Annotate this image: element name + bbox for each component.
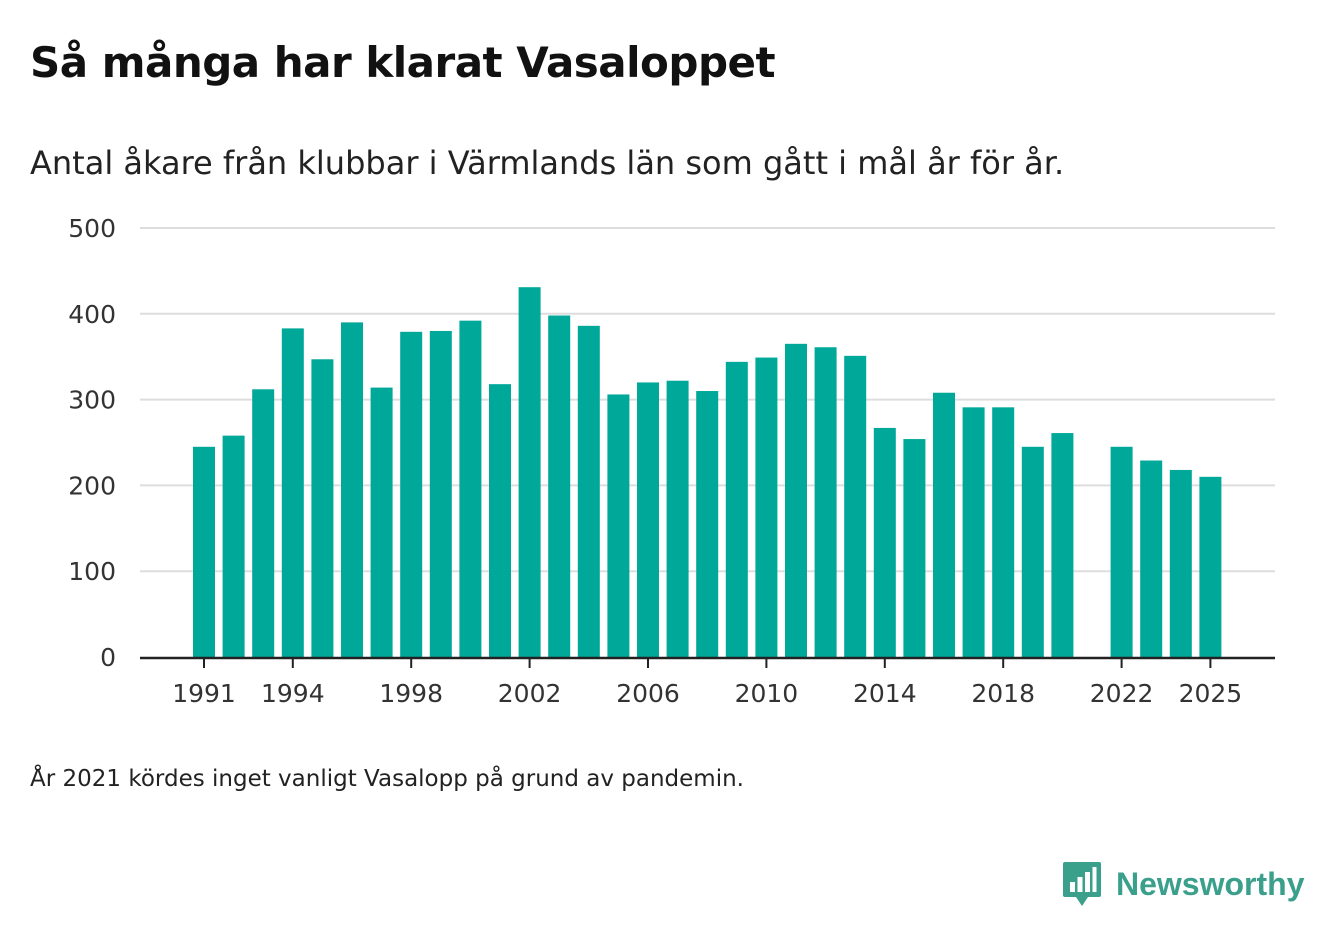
y-tick-label-300: 300 [68,386,116,415]
footnote: År 2021 kördes inget vanligt Vasalopp på… [30,766,744,792]
bar-2004 [577,325,600,657]
y-tick-label-100: 100 [68,557,116,586]
bar-2016 [933,392,955,657]
bars [193,287,1222,657]
brand-logo[interactable]: Newsworthy [1062,860,1304,908]
bar-1994 [281,328,304,657]
y-tick-label-500: 500 [68,214,116,243]
bar-chart: 0 100 200 300 400 500 1991 1994 1998 2002 2006 2010… [68,214,1275,708]
bar-2005 [607,394,630,657]
bar-2019 [1021,446,1044,657]
bar-2025 [1199,476,1222,657]
bar-1991 [193,446,215,657]
bar-chart-speech-bubble-icon [1063,862,1101,906]
bar-2000 [459,320,482,657]
bar-2006 [637,382,659,657]
x-tick-label-2025: 2025 [1179,679,1243,708]
x-tick-label-2022: 2022 [1090,679,1154,708]
bar-2011 [785,343,807,657]
bar-1997 [370,387,393,657]
x-tick-label-1991: 1991 [172,679,236,708]
bar-2015 [903,439,926,657]
bar-2001 [489,384,511,657]
bar-2002 [518,287,541,657]
axes [140,656,1275,668]
chart-title: Så många har klarat Vasaloppet [30,38,776,87]
bar-1996 [341,322,363,657]
bar-2017 [962,407,985,657]
bar-2020 [1051,433,1074,657]
bar-2022 [1110,446,1133,657]
y-tick-label-200: 200 [68,471,116,500]
brand-name: Newsworthy [1116,865,1305,902]
bar-2008 [696,391,719,657]
bar-2023 [1140,460,1163,657]
bar-2009 [725,361,748,657]
bar-2010 [755,357,778,657]
bar-2018 [992,407,1015,657]
x-tick-label-1998: 1998 [379,679,443,708]
bar-2013 [844,355,867,657]
x-tick-label-2018: 2018 [971,679,1035,708]
x-tick-label-2006: 2006 [616,679,680,708]
y-tick-label-400: 400 [68,300,116,329]
tick-labels: 0 100 200 300 400 500 1991 1994 1998 2002 2006 2010… [68,214,1242,708]
bar-2024 [1169,469,1192,657]
bar-1995 [311,359,334,657]
bar-2014 [873,427,896,657]
bar-2007 [666,380,689,657]
bar-1998 [400,331,423,657]
x-tick-label-1994: 1994 [261,679,325,708]
x-tick-label-2014: 2014 [853,679,917,708]
x-tick-label-2010: 2010 [735,679,799,708]
bar-2003 [548,315,571,657]
chart-subtitle: Antal åkare från klubbar i Värmlands län… [30,144,1065,182]
bar-2012 [814,347,837,657]
bar-1993 [252,389,275,657]
bar-1992 [222,435,245,657]
x-tick-label-2002: 2002 [498,679,562,708]
y-tick-label-0: 0 [100,643,116,672]
bar-1999 [429,330,452,657]
